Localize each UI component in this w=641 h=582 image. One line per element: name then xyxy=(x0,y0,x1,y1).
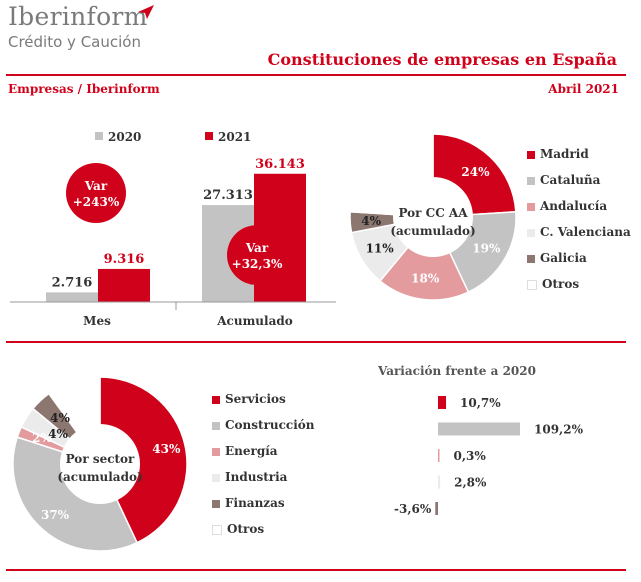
legend-swatch-2020 xyxy=(95,132,103,140)
legend-label-2020: 2020 xyxy=(108,130,141,144)
sector-legend-item-finanzas: Finanzas xyxy=(212,490,315,516)
pie-sector-slice-servicios xyxy=(99,376,188,544)
sector-legend-swatch-finanzas xyxy=(212,499,220,508)
ccaa-legend-item-galicia: Galicia xyxy=(527,245,631,271)
page-title: Constituciones de empresas en España xyxy=(267,50,617,69)
var-bubble-line1-mes: Var xyxy=(84,179,108,193)
sector-legend-label-construccion: Construcción xyxy=(225,418,315,432)
variation-bar-energia xyxy=(438,449,440,462)
x-tick-acumulado: Acumulado xyxy=(216,314,293,328)
variation-bar-servicios xyxy=(438,396,447,409)
pie-sector-label-servicios: 43% xyxy=(152,442,181,456)
bar-mes-2021 xyxy=(98,268,150,302)
ccaa-legend-label-galicia: Galicia xyxy=(540,251,587,265)
ccaa-legend-label-andalucia: Andalucía xyxy=(540,199,608,213)
pie-sector-label-finanzas: 4% xyxy=(50,411,70,425)
pie-ccaa-slice-andalucia xyxy=(379,215,470,301)
pie-sector-center-line2: (acumulado) xyxy=(57,470,142,484)
var-bubble-line2-mes: +243% xyxy=(73,195,120,209)
section-divider xyxy=(6,341,626,343)
variation-title: Variación frente a 2020 xyxy=(378,364,536,378)
ccaa-legend-swatch-otros xyxy=(527,279,537,290)
ccaa-legend-label-madrid: Madrid xyxy=(540,147,589,161)
data-label-acumulado-2021: 36.143 xyxy=(255,157,305,172)
sector-legend-item-otros: Otros xyxy=(212,516,315,542)
ccaa-legend-item-otros: Otros xyxy=(527,271,631,297)
ccaa-legend-label-c-valenciana: C. Valenciana xyxy=(540,225,631,239)
ccaa-legend-swatch-galicia xyxy=(527,254,535,263)
pie-ccaa-label-galicia: 4% xyxy=(361,214,381,228)
variation-bar-industria xyxy=(438,475,441,489)
ccaa-legend-swatch-madrid xyxy=(527,150,535,159)
sector-legend-swatch-energia xyxy=(212,447,220,456)
pie-sector-label-construccion: 37% xyxy=(41,508,70,522)
var-bubble-line2-acumulado: +32,3% xyxy=(232,257,283,271)
ccaa-legend-label-cataluna: Cataluña xyxy=(540,173,601,187)
logo-plane-icon xyxy=(138,5,154,19)
variation-bar-chart: 10,7% 109,2% 0,3% 2,8% -3,6% xyxy=(394,396,584,516)
ccaa-legend-swatch-cataluna xyxy=(527,176,535,185)
sector-legend-label-industria: Industria xyxy=(225,470,288,484)
sector-legend-label-energia: Energía xyxy=(225,444,278,458)
variation-label-finanzas: -3,6% xyxy=(394,502,432,516)
sector-legend-swatch-servicios xyxy=(212,395,220,404)
data-label-mes-2021: 9.316 xyxy=(104,252,145,267)
x-tick-mes: Mes xyxy=(83,314,111,328)
legend-swatch-2021 xyxy=(205,132,213,140)
legend-sector: Servicios Construcción Energía Industria Fin… xyxy=(212,386,315,542)
legend-label-2021: 2021 xyxy=(218,130,251,144)
sector-legend-label-servicios: Servicios xyxy=(225,392,286,406)
sector-legend-label-otros: Otros xyxy=(227,522,265,536)
sector-legend-label-finanzas: Finanzas xyxy=(225,496,285,510)
sector-legend-swatch-construccion xyxy=(212,421,220,430)
data-label-mes-2020: 2.716 xyxy=(52,275,93,290)
var-bubble-mes xyxy=(66,163,126,223)
ccaa-legend-item-andalucia: Andalucía xyxy=(527,193,631,219)
ccaa-legend-item-madrid: Madrid xyxy=(527,141,631,167)
variation-bar-construccion xyxy=(438,422,520,436)
pie-ccaa-center-line2: (acumulado) xyxy=(390,224,475,238)
bar-chart-mes-acumulado: 2020 2021 2.716 9.316 27.313 36.143 Var +243%… xyxy=(10,130,336,328)
variation-bar-finanzas xyxy=(435,502,438,515)
var-bubble-line1-acumulado: Var xyxy=(245,241,269,255)
bar-mes-2020 xyxy=(46,292,98,302)
sector-legend-swatch-industria xyxy=(212,473,220,482)
sector-legend-swatch-otros xyxy=(212,524,222,535)
data-label-acumulado-2020: 27.313 xyxy=(203,188,253,203)
pie-ccaa-label-madrid: 24% xyxy=(461,165,490,179)
ccaa-legend-label-otros: Otros xyxy=(542,277,580,291)
sector-legend-item-industria: Industria xyxy=(212,464,315,490)
pie-ccaa-center-line1: Por CC AA xyxy=(398,206,468,220)
variation-label-industria: 2,8% xyxy=(454,476,487,490)
ccaa-legend-item-cataluna: Cataluña xyxy=(527,167,631,193)
pie-chart-ccaa: 24% 19% 18% 11% 4% Por CC AA (acumulado) xyxy=(349,133,517,301)
date-label: Abril 2021 xyxy=(548,82,619,96)
sector-legend-item-servicios: Servicios xyxy=(212,386,315,412)
pie-ccaa-label-andalucia: 18% xyxy=(411,272,440,286)
pie-sector-label-industria: 4% xyxy=(48,427,68,441)
pie-sector-hole xyxy=(60,424,140,504)
footer-divider xyxy=(6,569,626,571)
var-bubble-acumulado xyxy=(227,225,287,285)
ccaa-legend-swatch-andalucia xyxy=(527,202,535,211)
variation-label-construccion: 109,2% xyxy=(534,423,584,437)
logo-wordmark: Iberinform xyxy=(8,2,148,31)
variation-label-servicios: 10,7% xyxy=(460,396,501,410)
sector-legend-item-energia: Energía xyxy=(212,438,315,464)
ccaa-legend-swatch-c-valenciana xyxy=(527,228,535,237)
pie-ccaa-label-cataluna: 19% xyxy=(472,242,501,256)
legend-ccaa: Madrid Cataluña Andalucía C. Valenciana Gali… xyxy=(527,141,631,297)
sector-legend-item-construccion: Construcción xyxy=(212,412,315,438)
variation-label-energia: 0,3% xyxy=(454,449,487,463)
header-divider xyxy=(6,74,626,76)
pie-ccaa-hole xyxy=(393,177,473,257)
source-label: Empresas / Iberinform xyxy=(8,82,160,96)
pie-ccaa-label-c-valenciana: 11% xyxy=(366,242,395,256)
pie-sector-label-energia: 2% xyxy=(32,431,52,445)
pie-chart-sector: 43%37%2%4%4% Por sector (acumulado) xyxy=(12,376,188,552)
pie-sector-center-line1: Por sector xyxy=(66,452,135,466)
ccaa-legend-item-c-valenciana: C. Valenciana xyxy=(527,219,631,245)
logo-subtitle: Crédito y Caución xyxy=(8,33,141,51)
